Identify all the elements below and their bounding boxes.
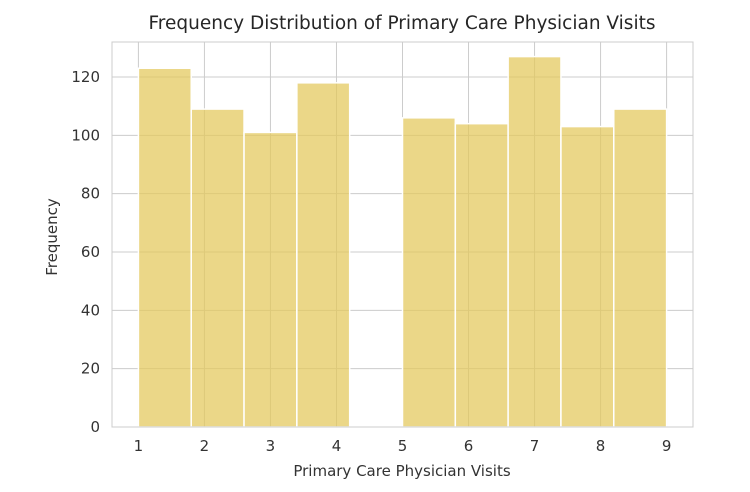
y-axis-ticks: 0 20 40 60 80 100 120 xyxy=(71,68,100,436)
chart-title: Frequency Distribution of Primary Care P… xyxy=(149,13,656,34)
histogram-bar xyxy=(243,131,298,428)
x-tick-label: 4 xyxy=(332,437,342,455)
x-tick-label: 9 xyxy=(662,437,672,455)
y-tick-label: 20 xyxy=(81,360,100,378)
y-tick-label: 120 xyxy=(71,68,100,86)
x-axis-title: Primary Care Physician Visits xyxy=(293,462,510,480)
plot-area-frame xyxy=(111,41,694,428)
x-tick-label: 2 xyxy=(200,437,210,455)
histogram-bar xyxy=(190,108,245,428)
y-tick-label: 0 xyxy=(90,418,100,436)
histogram-bar xyxy=(613,108,668,428)
histogram-bar xyxy=(507,55,562,428)
x-tick-label: 7 xyxy=(530,437,540,455)
y-tick-label: 40 xyxy=(81,301,100,319)
histogram-bar xyxy=(296,82,351,428)
y-axis-title: Frequency xyxy=(43,198,61,276)
x-tick-label: 1 xyxy=(134,437,144,455)
bars xyxy=(137,55,668,428)
x-axis-ticks: 1 2 3 4 5 6 7 8 9 xyxy=(134,437,672,455)
x-tick-label: 6 xyxy=(464,437,474,455)
histogram-bar xyxy=(401,117,457,428)
histogram-bar xyxy=(560,125,615,428)
x-tick-label: 5 xyxy=(398,437,408,455)
histogram-bar xyxy=(137,67,192,428)
x-tick-label: 3 xyxy=(266,437,276,455)
histogram-bar xyxy=(454,122,509,428)
y-tick-label: 80 xyxy=(81,185,100,203)
y-tick-label: 100 xyxy=(71,126,100,144)
x-tick-label: 8 xyxy=(596,437,606,455)
y-tick-label: 60 xyxy=(81,243,100,261)
